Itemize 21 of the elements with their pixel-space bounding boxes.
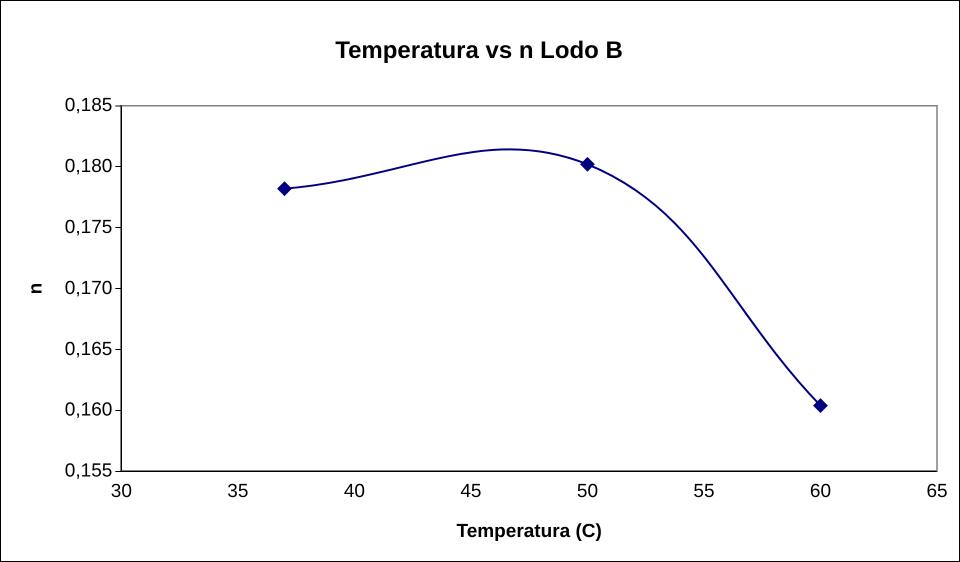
x-tick-label: 50 bbox=[576, 481, 598, 502]
x-tick-label: 30 bbox=[110, 481, 132, 502]
y-tick-label: 0,155 bbox=[64, 460, 112, 482]
point bbox=[277, 182, 292, 196]
y-tick-label: 0,165 bbox=[64, 338, 112, 360]
x-tick-label: 55 bbox=[693, 481, 715, 502]
point bbox=[813, 398, 828, 413]
x-tick-label: 45 bbox=[460, 481, 482, 502]
x-tick-label: 60 bbox=[810, 481, 832, 502]
y-tick-label: 0,180 bbox=[64, 156, 112, 177]
y-axis-title: n bbox=[26, 282, 47, 294]
point bbox=[580, 157, 594, 172]
x-axis-title: Temperatura (C) bbox=[456, 520, 602, 542]
x-tick-label: 65 bbox=[926, 481, 948, 502]
y-tick-label: 0,185 bbox=[64, 95, 112, 116]
x-tick-label: 35 bbox=[227, 481, 248, 502]
y-tick-label: 0,175 bbox=[64, 216, 112, 238]
y-tick-label: 0,160 bbox=[64, 400, 112, 421]
y-tick-label: 0,170 bbox=[64, 278, 112, 299]
x-tick-label: 40 bbox=[344, 481, 365, 502]
chart-title: Temperatura vs n Lodo B bbox=[335, 37, 623, 64]
